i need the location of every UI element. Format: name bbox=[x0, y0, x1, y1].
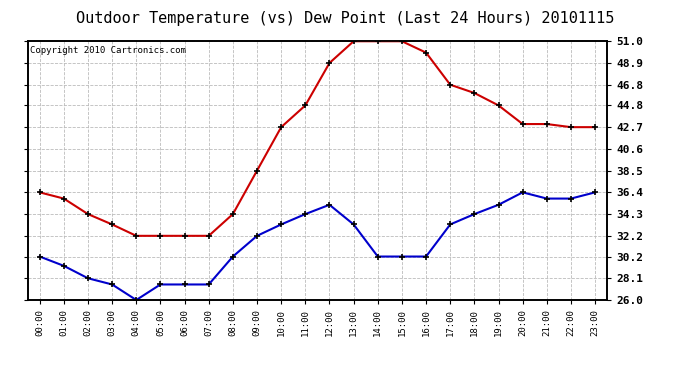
Text: Copyright 2010 Cartronics.com: Copyright 2010 Cartronics.com bbox=[30, 46, 186, 56]
Text: Outdoor Temperature (vs) Dew Point (Last 24 Hours) 20101115: Outdoor Temperature (vs) Dew Point (Last… bbox=[76, 11, 614, 26]
